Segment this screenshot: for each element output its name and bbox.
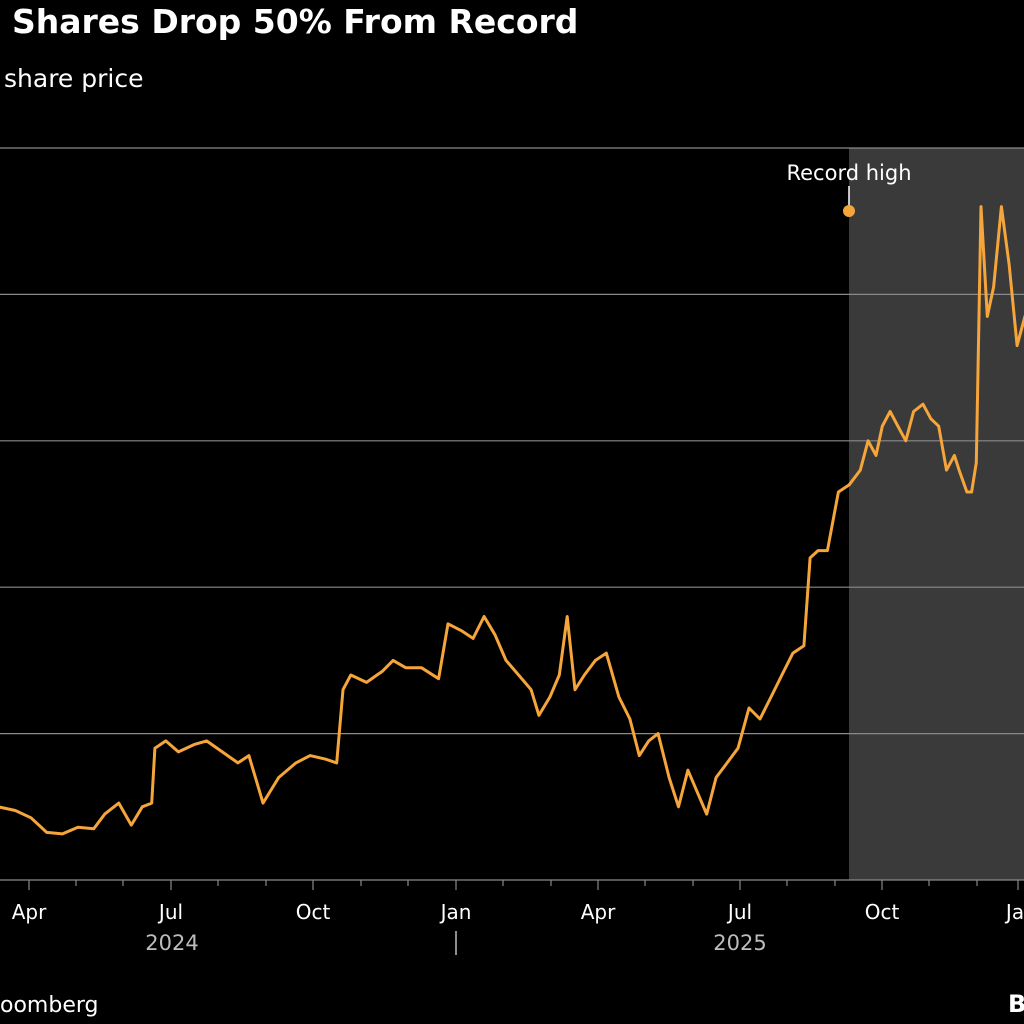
chart-title: Shares Drop 50% From Record — [12, 2, 579, 41]
x-tick-label: Oct — [865, 900, 900, 924]
price-series-line — [0, 205, 1024, 836]
x-tick-label: Jul — [157, 900, 183, 924]
x-tick-label: Apr — [581, 900, 616, 924]
x-tick-label: Oct — [296, 900, 331, 924]
record-high-label: Record high — [786, 161, 911, 185]
source-note: oomberg — [0, 993, 99, 1018]
x-tick-label: Apr — [12, 900, 47, 924]
x-tick-label: Jan — [439, 900, 472, 924]
x-tick-label: Ja — [1004, 900, 1024, 924]
x-year-label: 2025 — [713, 931, 766, 955]
record-high-marker — [843, 205, 855, 217]
x-tick-label: Jul — [726, 900, 752, 924]
brand-logo: B — [1008, 990, 1024, 1018]
chart-subtitle: share price — [4, 64, 144, 93]
x-year-label: 2024 — [145, 931, 198, 955]
